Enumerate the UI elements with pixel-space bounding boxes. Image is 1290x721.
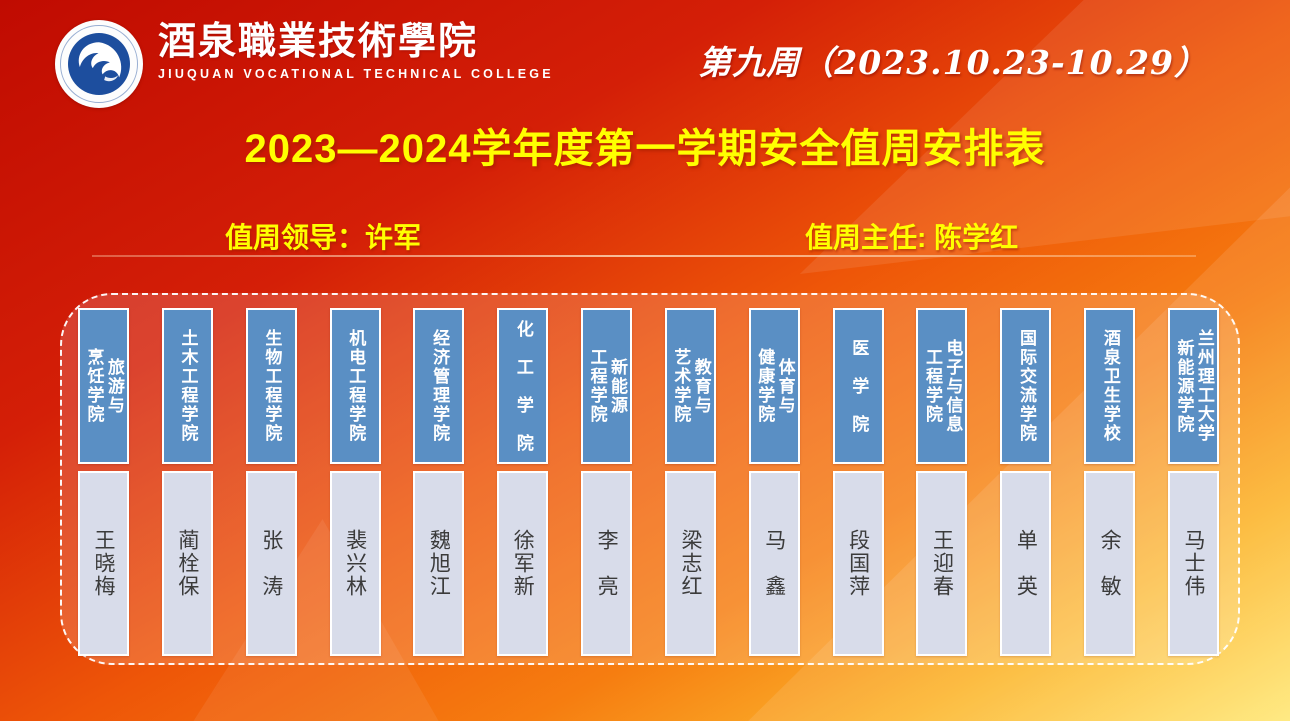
- department-header: 体育与 健康学院: [748, 308, 800, 464]
- department-header: 新能源 工程学院: [581, 308, 633, 464]
- department-header: 国际交流学院: [1000, 308, 1052, 464]
- person-label: 魏旭江: [427, 529, 452, 598]
- duty-leader-text: 值周领导：许军: [225, 222, 422, 253]
- department-header: 医 学 院: [832, 308, 884, 464]
- schedule-column: 土木工程学院 蔺栓保: [161, 308, 213, 656]
- person-label: 段国萍: [846, 529, 871, 598]
- person-cell: 王迎春: [916, 471, 968, 656]
- person-label: 王晓梅: [92, 529, 117, 598]
- department-label: 旅游与 烹饪学院: [84, 348, 124, 424]
- schedule-column: 旅游与 烹饪学院 王晓梅: [78, 308, 129, 656]
- divider-line: [92, 255, 1196, 257]
- schedule-column: 生物工程学院 张 涛: [245, 308, 297, 656]
- department-label: 土木工程学院: [178, 329, 198, 443]
- department-header: 土木工程学院: [161, 308, 213, 464]
- department-header: 机电工程学院: [329, 308, 381, 464]
- schedule-column: 兰州理工大学 新能源学院 马士伟: [1167, 308, 1219, 656]
- person-cell: 魏旭江: [413, 471, 465, 656]
- person-label: 蔺栓保: [175, 529, 200, 598]
- department-label: 医 学 院: [849, 338, 869, 434]
- person-cell: 余 敏: [1084, 471, 1136, 656]
- person-cell: 徐军新: [497, 471, 549, 656]
- person-label: 马 鑫: [762, 529, 787, 598]
- schedule-column: 国际交流学院 单 英: [1000, 308, 1052, 656]
- schedule-column: 新能源 工程学院 李 亮: [581, 308, 633, 656]
- department-label: 国际交流学院: [1016, 329, 1036, 443]
- department-label: 经济管理学院: [430, 329, 450, 443]
- department-label: 体育与 健康学院: [755, 348, 795, 424]
- department-header: 电子与信息 工程学院: [916, 308, 968, 464]
- person-cell: 裴兴林: [329, 471, 381, 656]
- college-logo-icon: [55, 20, 143, 108]
- schedule-column: 机电工程学院 裴兴林: [329, 308, 381, 656]
- department-header: 旅游与 烹饪学院: [78, 308, 129, 464]
- person-cell: 蔺栓保: [161, 471, 213, 656]
- week-label: 第九周（2023.10.23-10.29）: [698, 43, 1208, 82]
- schedule-column: 化 工 学 院 徐军新: [497, 308, 549, 656]
- schedule-column: 经济管理学院 魏旭江: [413, 308, 465, 656]
- person-cell: 段国萍: [832, 471, 884, 656]
- person-cell: 马 鑫: [748, 471, 800, 656]
- duty-director-text: 值周主任: 陈学红: [805, 222, 1019, 253]
- schedule-column: 酒泉卫生学校 余 敏: [1084, 308, 1136, 656]
- slide-title: 2023—2024学年度第一学期安全值周安排表: [244, 127, 1046, 171]
- schedule-column: 电子与信息 工程学院 王迎春: [916, 308, 968, 656]
- department-label: 化 工 学 院: [513, 319, 533, 453]
- person-cell: 梁志红: [664, 471, 716, 656]
- person-label: 王迎春: [930, 529, 955, 598]
- department-label: 新能源 工程学院: [587, 348, 627, 424]
- college-name-en: JIUQUAN VOCATIONAL TECHNICAL COLLEGE: [158, 66, 554, 81]
- person-label: 徐军新: [511, 529, 536, 598]
- person-cell: 张 涛: [245, 471, 297, 656]
- person-label: 马士伟: [1182, 529, 1207, 598]
- person-cell: 李 亮: [581, 471, 633, 656]
- department-label: 酒泉卫生学校: [1100, 329, 1120, 443]
- person-label: 梁志红: [678, 529, 703, 598]
- department-label: 电子与信息 工程学院: [922, 338, 963, 434]
- person-label: 裴兴林: [343, 529, 368, 598]
- department-label: 教育与 艺术学院: [671, 348, 711, 424]
- person-cell: 单 英: [1000, 471, 1052, 656]
- department-header: 教育与 艺术学院: [664, 308, 716, 464]
- person-label: 张 涛: [259, 529, 284, 598]
- logo-ring: [60, 25, 138, 103]
- schedule-column: 医 学 院 段国萍: [832, 308, 884, 656]
- person-label: 单 英: [1014, 529, 1039, 598]
- department-header: 经济管理学院: [413, 308, 465, 464]
- person-cell: 马士伟: [1167, 471, 1219, 656]
- department-header: 酒泉卫生学校: [1084, 308, 1136, 464]
- department-header: 兰州理工大学 新能源学院: [1167, 308, 1219, 464]
- schedule-column: 教育与 艺术学院 梁志红: [664, 308, 716, 656]
- department-label: 兰州理工大学 新能源学院: [1174, 329, 1214, 443]
- schedule-columns: 旅游与 烹饪学院 王晓梅 土木工程学院 蔺栓保 生物工程学院 张 涛 机电工程学…: [78, 308, 1219, 656]
- department-label: 生物工程学院: [262, 329, 282, 443]
- department-label: 机电工程学院: [346, 329, 366, 443]
- department-header: 生物工程学院: [245, 308, 297, 464]
- college-name-block: 酒泉職業技術學院 JIUQUAN VOCATIONAL TECHNICAL CO…: [158, 18, 554, 81]
- department-header: 化 工 学 院: [497, 308, 549, 464]
- person-label: 余 敏: [1098, 529, 1123, 598]
- person-cell: 王晓梅: [78, 471, 129, 656]
- schedule-column: 体育与 健康学院 马 鑫: [748, 308, 800, 656]
- person-label: 李 亮: [595, 529, 620, 598]
- college-name-zh: 酒泉職業技術學院: [158, 18, 479, 63]
